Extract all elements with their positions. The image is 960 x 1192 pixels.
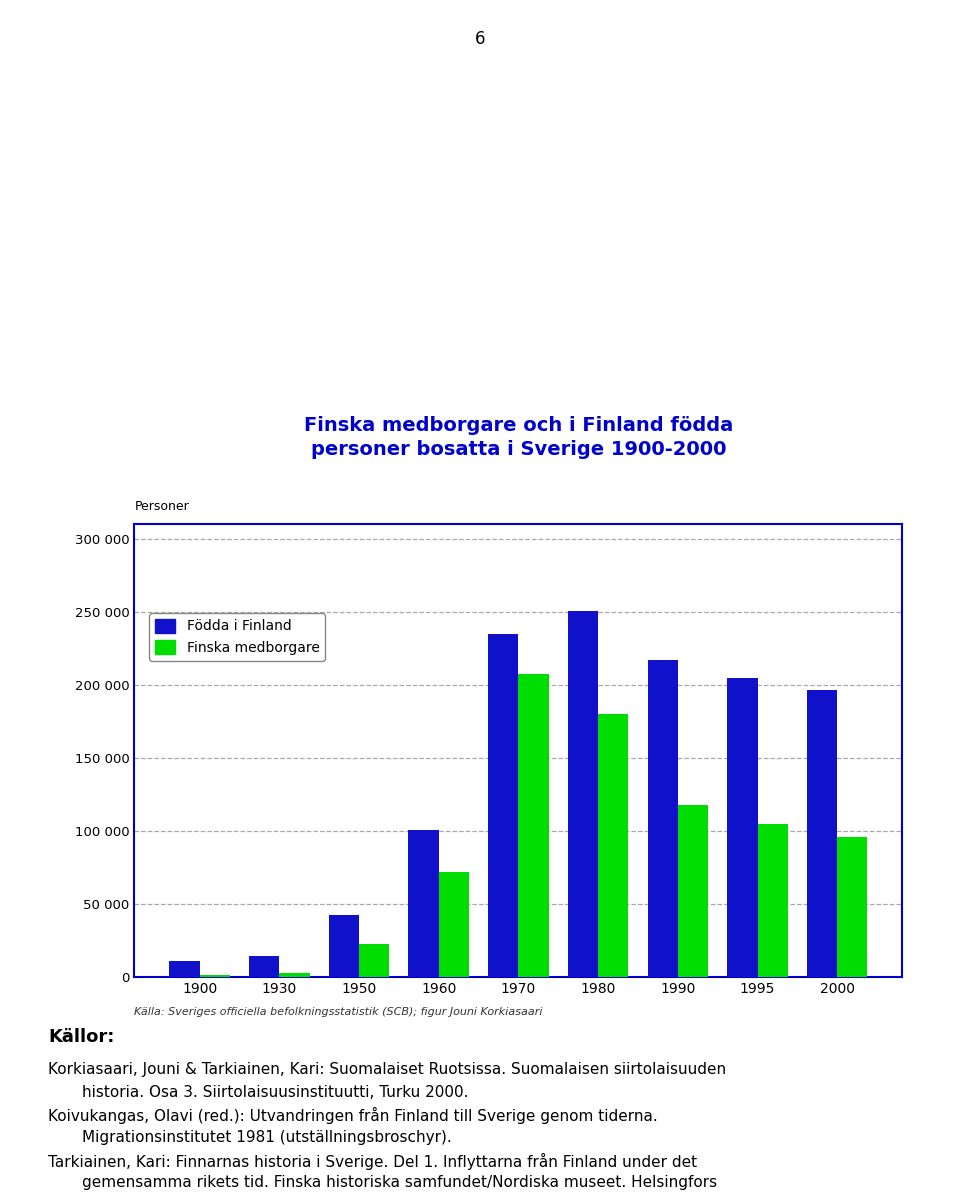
Bar bbox=[518, 673, 549, 977]
Text: Migrationsinstitutet 1981 (utställningsbroschyr).: Migrationsinstitutet 1981 (utställningsb… bbox=[82, 1130, 451, 1146]
Bar bbox=[647, 660, 678, 977]
Bar bbox=[757, 824, 788, 977]
Text: Koivukangas, Olavi (red.): Utvandringen från Finland till Sverige genom tiderna.: Koivukangas, Olavi (red.): Utvandringen … bbox=[48, 1107, 658, 1124]
Bar bbox=[249, 956, 279, 977]
Bar bbox=[439, 873, 469, 977]
Text: Tarkiainen, Kari: Finnarnas historia i Sverige. Del 1. Inflyttarna från Finland : Tarkiainen, Kari: Finnarnas historia i S… bbox=[48, 1153, 697, 1169]
Bar bbox=[359, 944, 390, 977]
Legend: Födda i Finland, Finska medborgare: Födda i Finland, Finska medborgare bbox=[149, 613, 324, 660]
Bar bbox=[279, 973, 309, 977]
Bar bbox=[567, 610, 598, 977]
Text: gemensamma rikets tid. Finska historiska samfundet/Nordiska museet. Helsingfors: gemensamma rikets tid. Finska historiska… bbox=[82, 1175, 717, 1191]
Text: historia. Osa 3. Siirtolaisuusinstituutti, Turku 2000.: historia. Osa 3. Siirtolaisuusinstituutt… bbox=[82, 1085, 468, 1100]
Text: Personer: Personer bbox=[134, 499, 189, 513]
Bar bbox=[598, 714, 629, 977]
Bar bbox=[408, 830, 439, 977]
Bar bbox=[837, 837, 868, 977]
Bar bbox=[678, 805, 708, 977]
Bar bbox=[169, 962, 200, 977]
Text: Källor:: Källor: bbox=[48, 1028, 114, 1045]
Text: Källa: Sveriges officiella befolkningsstatistik (SCB); figur Jouni Korkiasaari: Källa: Sveriges officiella befolkningsst… bbox=[134, 1007, 543, 1017]
Bar bbox=[728, 678, 757, 977]
Bar bbox=[807, 690, 837, 977]
Bar bbox=[200, 975, 229, 977]
Bar bbox=[328, 914, 359, 977]
Text: 6: 6 bbox=[475, 30, 485, 48]
Text: Finska medborgare och i Finland födda
personer bosatta i Sverige 1900-2000: Finska medborgare och i Finland födda pe… bbox=[303, 416, 733, 459]
Bar bbox=[488, 634, 518, 977]
Text: Korkiasaari, Jouni & Tarkiainen, Kari: Suomalaiset Ruotsissa. Suomalaisen siirto: Korkiasaari, Jouni & Tarkiainen, Kari: S… bbox=[48, 1062, 726, 1078]
